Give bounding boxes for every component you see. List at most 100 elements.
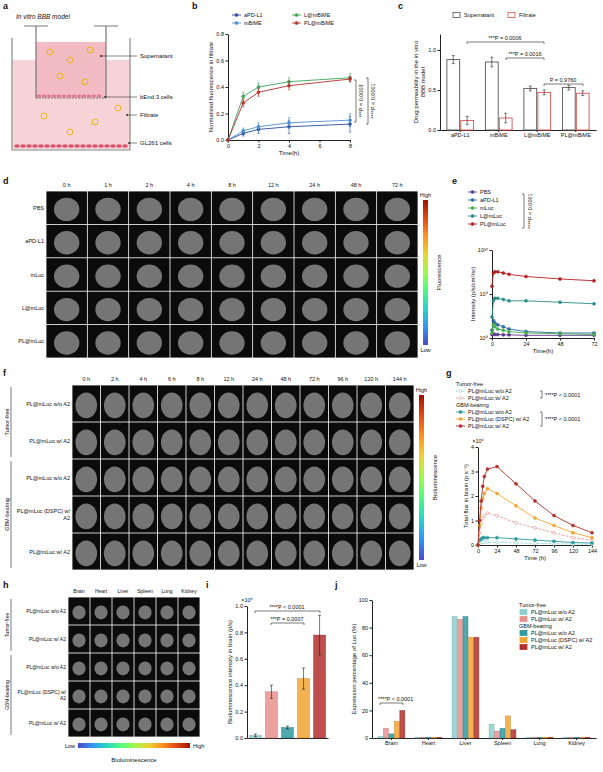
image-cell	[377, 191, 418, 224]
image-subject	[332, 392, 354, 418]
image-cell	[215, 385, 243, 421]
tick: 3	[471, 469, 478, 475]
legend-label: PL@mLuc w/ A2	[531, 644, 572, 650]
image-subject	[343, 264, 368, 287]
cell	[82, 95, 87, 98]
tick: Spleen	[494, 738, 511, 746]
marker	[491, 331, 494, 334]
marker	[593, 279, 596, 282]
image-subject	[75, 466, 97, 492]
marker	[496, 323, 499, 326]
image-cell	[377, 225, 418, 258]
marker	[483, 475, 486, 478]
image-cell	[357, 422, 385, 458]
marker	[491, 285, 494, 288]
image-subject	[138, 633, 151, 647]
image-subject	[246, 540, 268, 566]
tick: 0.8	[235, 630, 247, 636]
image-cell	[253, 191, 294, 224]
tick-label: 72	[591, 341, 597, 347]
marker	[242, 95, 245, 98]
marker	[508, 333, 511, 336]
cell	[20, 144, 26, 148]
group-label: Tumor-free	[4, 613, 10, 638]
x-axis: 024487296120144	[477, 545, 597, 554]
leader-line	[128, 143, 137, 144]
text-line: PL@mLuc w/o A2	[26, 664, 66, 670]
tick: 0.6	[216, 58, 228, 64]
image-subject	[178, 331, 203, 354]
image-cell	[68, 625, 89, 652]
image-subject	[161, 429, 183, 455]
tick-label: 0.4	[216, 84, 224, 90]
bar	[394, 721, 399, 738]
color-bar	[419, 395, 424, 560]
image-subject	[72, 689, 85, 703]
marker	[553, 514, 556, 517]
chart-c: aPD-L1mBiMEL@mBiMEPL@mBiME0.00.51.0Drug …	[413, 35, 596, 139]
tick: Heart	[422, 738, 436, 746]
tick: 0.2	[216, 111, 228, 117]
image-subject	[182, 689, 195, 703]
bar	[265, 692, 277, 738]
marker	[572, 531, 575, 534]
marker	[496, 270, 499, 273]
image-subject	[72, 717, 85, 731]
tick-label: Heart	[422, 740, 436, 746]
tick: aPD-L1	[451, 130, 470, 138]
annotations: ***P = 0.0006***P = 0.0016P = 0.9760	[467, 35, 583, 86]
marker	[593, 302, 596, 305]
legend-swatch	[295, 22, 298, 25]
text-line: PL@mLuc w/ A2	[29, 636, 66, 642]
marker	[525, 331, 528, 334]
bar	[420, 737, 425, 739]
error-bar	[452, 56, 455, 64]
image-subject	[182, 661, 195, 675]
marker	[525, 275, 528, 278]
tick-label: 20	[362, 708, 368, 714]
image-subject	[137, 198, 162, 221]
image-subject	[116, 717, 129, 731]
line	[492, 325, 594, 335]
image-cell	[212, 191, 253, 224]
diagram-label: bEnd.3 cells	[140, 94, 173, 100]
error-bar	[504, 113, 507, 123]
tick: 1	[471, 518, 478, 524]
image-subject	[54, 331, 79, 354]
tick-label: 0.8	[235, 630, 243, 636]
image-subject	[104, 503, 126, 529]
marker	[559, 332, 562, 335]
tick-label: 1.0	[428, 47, 436, 53]
group-bracket	[11, 655, 12, 735]
bracket	[366, 78, 368, 124]
bar	[431, 737, 436, 739]
column-label: 12 h	[268, 182, 279, 188]
image-subject	[94, 689, 107, 703]
image-subject	[182, 605, 195, 619]
image-subject	[332, 503, 354, 529]
annotation: ****P < 0.0001	[378, 696, 413, 702]
text-line: PL@mLuc (DSPC) w/	[17, 508, 71, 514]
image-subject	[343, 331, 368, 354]
image-cell	[253, 292, 294, 325]
legend-label: aPD-L1	[480, 197, 499, 203]
legend-swatch	[471, 223, 474, 226]
image-cell	[170, 325, 211, 358]
image-subject	[302, 198, 327, 221]
image-subject	[189, 392, 211, 418]
text-line: PBS	[33, 205, 44, 211]
annotation: ×10⁶	[472, 438, 484, 444]
image-cell	[101, 422, 129, 458]
marker	[591, 531, 594, 534]
bar	[537, 737, 542, 739]
tick: PL@mBiME	[561, 130, 591, 138]
image-subject	[261, 298, 286, 321]
tick-mark	[245, 712, 248, 713]
y-axis: 0.00.20.40.60.8	[216, 31, 228, 143]
column-label: Heart	[95, 588, 108, 594]
tick: 120	[569, 545, 578, 554]
text-line: Expression percentage of Luc (%)	[351, 624, 357, 714]
cell	[44, 144, 50, 148]
image-subject	[219, 231, 244, 254]
tick-mark	[245, 738, 248, 739]
